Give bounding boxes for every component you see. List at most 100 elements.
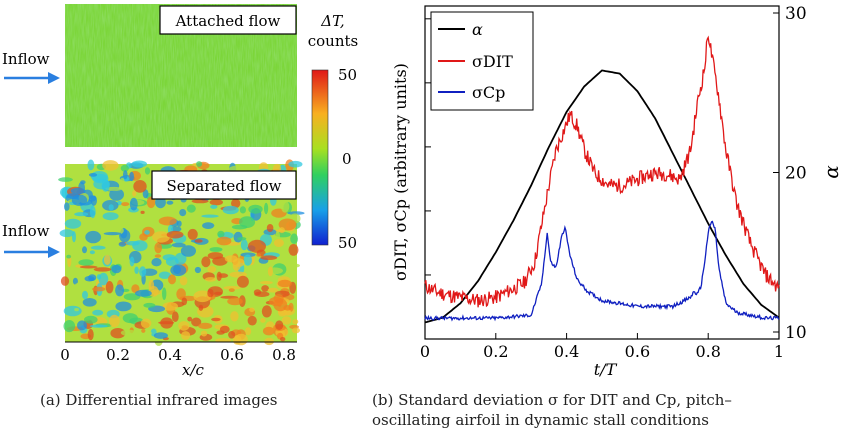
flow-texture-blob (280, 200, 290, 213)
flow-texture-blob (266, 224, 274, 232)
flow-texture-blob (247, 315, 257, 326)
series-line-sigma-dit (424, 35, 780, 308)
flow-texture-blob (267, 266, 273, 277)
flow-texture-blob (79, 265, 98, 269)
flow-texture-blob (264, 202, 269, 215)
flow-texture-blob (108, 204, 114, 211)
flow-texture-blob (154, 242, 162, 254)
chart-marks (424, 35, 780, 324)
flow-texture-blob (256, 253, 262, 257)
flow-texture-blob (111, 264, 122, 274)
flow-texture-blob (181, 297, 188, 306)
flow-texture-blob (283, 305, 292, 311)
flow-texture-blob (191, 199, 209, 204)
flow-texture-blob (103, 254, 111, 265)
flow-texture-blob (212, 224, 228, 234)
flow-texture-blob (80, 180, 86, 185)
flow-texture-blob (244, 327, 252, 336)
colorbar-tick-top: 50 (338, 66, 357, 84)
flow-texture-blob (239, 216, 256, 229)
flow-texture-blob (143, 302, 156, 308)
flow-texture-blob (231, 198, 241, 209)
flow-texture-blob (198, 304, 204, 311)
x-tick-label: 0.2 (483, 342, 508, 361)
flow-texture-blob (109, 314, 120, 328)
attached-flow-label-box: Attached flow (159, 5, 297, 35)
flow-texture-blob (105, 186, 123, 191)
flow-texture-blob (118, 241, 127, 247)
flow-texture-blob (222, 205, 239, 215)
flow-texture-blob (92, 286, 106, 292)
flow-texture-blob (89, 205, 96, 219)
flow-texture-blob (226, 248, 232, 256)
flow-texture-blob (248, 204, 263, 214)
flow-texture-blob (63, 320, 76, 333)
flow-texture-blob (204, 277, 217, 282)
flow-texture-blob (158, 216, 177, 226)
flow-texture-blob (115, 284, 125, 297)
panel-a-xlabel: x/c (182, 361, 205, 379)
flow-texture-blob (181, 331, 191, 340)
flow-texture-blob (236, 275, 249, 288)
flow-texture-blob (141, 328, 146, 333)
flow-texture-blob (239, 206, 246, 214)
flow-texture-blob (187, 228, 198, 240)
flow-texture-blob (194, 266, 201, 274)
flow-texture-blob (288, 244, 299, 256)
flow-texture-blob (200, 330, 208, 337)
flow-texture-blob (171, 242, 186, 248)
flow-texture-blob (196, 161, 203, 167)
flow-texture-blob (84, 315, 98, 324)
flow-texture-blob (92, 309, 104, 316)
flow-texture-blob (289, 263, 300, 268)
flow-texture-blob (281, 316, 292, 325)
flow-texture-blob (216, 236, 232, 246)
flow-texture-blob (210, 204, 218, 209)
flow-texture-blob (287, 211, 305, 215)
flow-texture-blob (215, 338, 232, 343)
legend-label-cp: σCp (472, 83, 505, 102)
flow-texture-blob (262, 326, 275, 336)
flow-texture-blob (260, 281, 273, 285)
flow-texture-blob (85, 230, 102, 244)
flow-texture-blob (202, 222, 215, 230)
colorbar-tick-mid: 0 (342, 150, 352, 168)
flow-texture-blob (120, 164, 129, 172)
flow-texture-blob (176, 288, 186, 300)
flow-texture-blob (89, 250, 95, 255)
flow-texture-blob (129, 197, 138, 211)
flow-texture-blob (191, 317, 202, 327)
inflow-arrow-top-icon (4, 72, 60, 84)
flow-texture-blob (211, 317, 221, 322)
flow-texture-blob (110, 328, 126, 339)
flow-texture-blob (122, 313, 138, 324)
flow-texture-blob (261, 305, 272, 318)
flow-texture-blob (63, 305, 82, 317)
flow-texture-blob (101, 179, 110, 192)
flow-texture-blob (223, 286, 241, 290)
chart-legend: α σDIT σCp (430, 11, 534, 111)
y2-tick-label: 10 (785, 323, 807, 343)
caption-b-line1: (b) Standard deviation σ for DIT and Cp,… (372, 391, 732, 409)
x-tick-label: 0.8 (695, 342, 720, 361)
chart-y2label: α (819, 165, 843, 179)
flow-texture-blob (209, 199, 223, 206)
flow-texture-blob (89, 324, 108, 328)
flow-texture-blob (267, 212, 273, 222)
flow-texture-blob (131, 160, 147, 168)
flow-texture-blob (166, 200, 174, 205)
flow-texture-blob (134, 266, 139, 274)
flow-texture-blob (123, 170, 128, 180)
flow-texture-blob (105, 281, 114, 294)
flow-texture-blob (74, 212, 89, 217)
flow-texture-blob (234, 333, 248, 346)
flow-texture-blob (64, 202, 70, 211)
flow-texture-blob (186, 204, 196, 213)
flow-texture-blob (219, 325, 230, 334)
series-line-sigma-cp (424, 220, 780, 322)
flow-texture-blob (74, 332, 82, 337)
flow-texture-blob (284, 308, 291, 316)
colorbar-tick-bottom: 50 (338, 234, 357, 252)
y2-tick-label: 20 (785, 164, 807, 184)
